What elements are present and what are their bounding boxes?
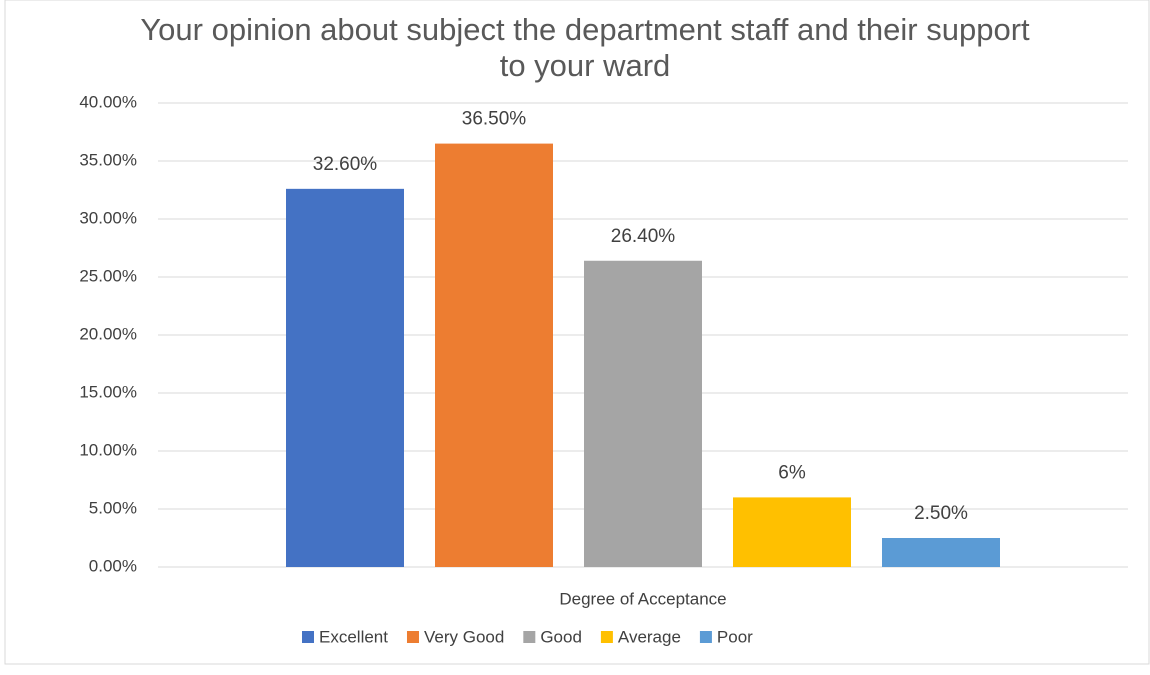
value-label: 36.50%	[462, 109, 527, 130]
x-tick-label: Degree of Acceptance	[559, 589, 726, 608]
bar	[882, 538, 1000, 567]
value-label: 32.60%	[313, 154, 378, 175]
value-label: 26.40%	[611, 226, 676, 247]
legend-swatch	[699, 631, 712, 643]
bar	[733, 497, 851, 567]
legend-swatch	[600, 631, 613, 643]
y-tick-label: 40.00%	[79, 92, 137, 111]
legend-label: Excellent	[319, 627, 388, 646]
chart-title: Your opinion about subject the departmen…	[140, 12, 1030, 83]
y-tick-label: 30.00%	[79, 208, 137, 227]
y-tick-label: 10.00%	[79, 440, 137, 459]
legend-label: Very Good	[424, 627, 504, 646]
legend-label: Poor	[717, 627, 753, 646]
legend-swatch	[302, 631, 314, 643]
chart-frame	[4, 0, 1150, 665]
legend-label: Good	[540, 627, 582, 646]
y-tick-label: 25.00%	[79, 266, 137, 285]
bar	[286, 188, 404, 567]
value-label: 2.50%	[914, 503, 968, 524]
value-label: 6%	[778, 462, 806, 483]
y-tick-label: 0.00%	[89, 556, 137, 575]
y-tick-label: 15.00%	[79, 382, 137, 401]
bar	[584, 260, 702, 567]
y-tick-label: 5.00%	[89, 498, 137, 517]
y-tick-label: 35.00%	[79, 150, 137, 169]
legend-label: Average	[618, 627, 681, 646]
legend-swatch	[523, 631, 536, 643]
bar	[435, 143, 553, 567]
legend-swatch	[406, 631, 419, 643]
y-tick-label: 20.00%	[79, 324, 137, 343]
